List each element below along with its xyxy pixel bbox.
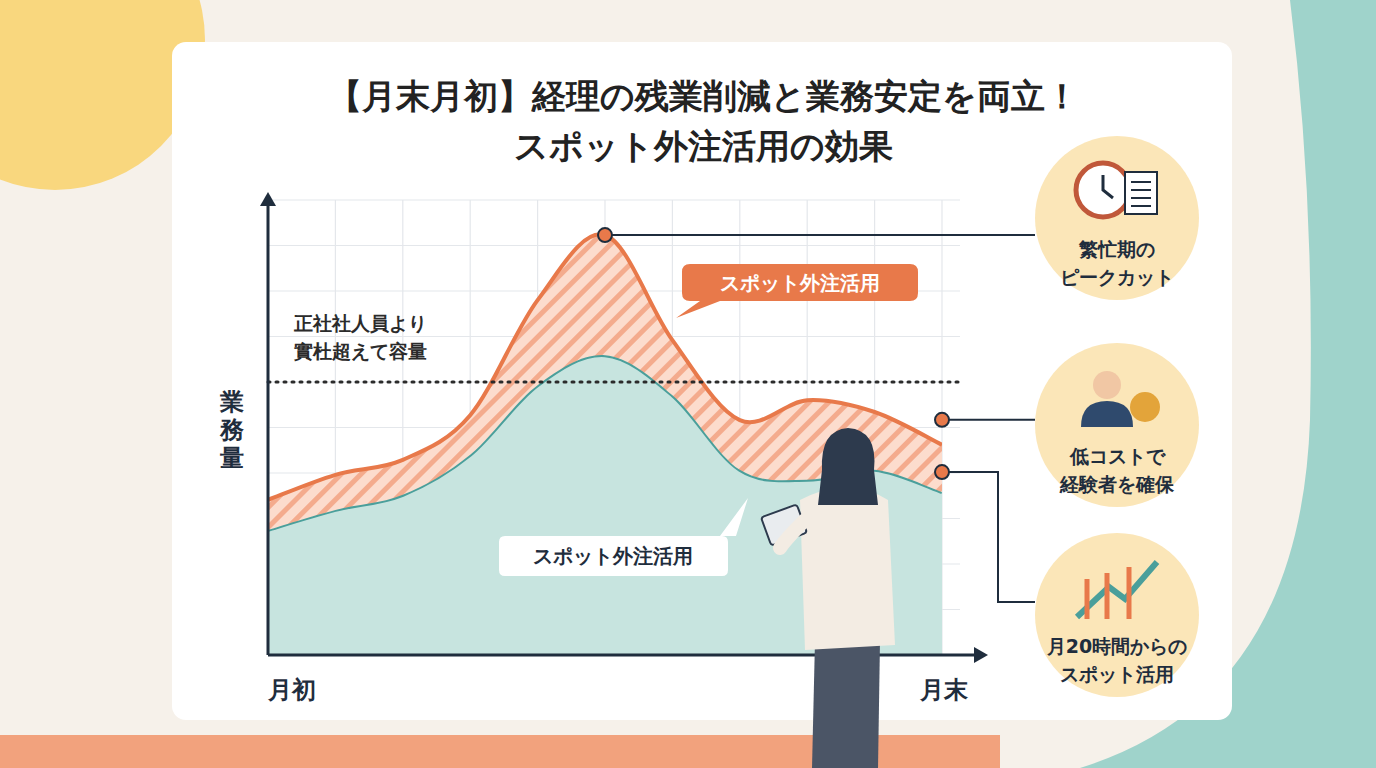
icon-person-head <box>1093 371 1121 399</box>
callout-circle <box>1035 343 1199 507</box>
capacity-line <box>268 381 958 384</box>
capacity-label: 正社社人員より <box>293 312 427 334</box>
callout-circle <box>1035 136 1199 300</box>
icon-doc-line <box>1131 205 1151 207</box>
callout-dot <box>935 413 949 427</box>
grid <box>268 200 960 655</box>
person-figure <box>761 428 895 768</box>
icon-moneybag <box>1130 392 1160 422</box>
canvas: 【月末月初】経理の残業削減と業務安定を両立！ スポット外注活用の効果正社社人員より… <box>0 0 1376 768</box>
icon-person-body <box>1081 401 1133 427</box>
y-axis-title-char: 業 <box>219 388 244 416</box>
leader-line <box>942 472 1035 602</box>
leader-line <box>605 234 1035 236</box>
icon-clock <box>1076 163 1130 217</box>
y-axis-arrow <box>260 192 276 206</box>
series-label-bubble <box>676 264 918 318</box>
callout-text: 月20時間からの <box>1046 635 1187 657</box>
background <box>0 0 1376 768</box>
person-arm <box>780 520 805 548</box>
callout-dot <box>598 228 612 242</box>
icon-doc-line <box>1131 181 1151 183</box>
y-axis-title-char: 務 <box>219 416 244 444</box>
person-legs <box>812 640 880 768</box>
icon-doc-line <box>1131 197 1151 199</box>
person-body <box>800 488 895 651</box>
icon-arrow <box>1127 567 1132 619</box>
callout-text: スポット活用 <box>1060 663 1174 685</box>
callouts: 繁忙期のピークカット低コストで経験者を確保月20時間からのスポット活用 <box>598 136 1199 697</box>
person-hair <box>818 428 878 505</box>
icon-arrow <box>1105 573 1110 619</box>
chart-title: 【月末月初】経理の残業削減と業務安定を両立！ <box>328 76 1079 116</box>
y-axis <box>267 200 270 655</box>
x-axis-arrow <box>974 647 988 663</box>
y-axis-title: 業務量 <box>219 388 244 472</box>
icon-clock-hands <box>1103 175 1113 198</box>
series-label-text: スポット外注活用 <box>533 544 693 568</box>
icon-doc <box>1125 172 1157 214</box>
icon-doc-line <box>1131 189 1151 191</box>
callout-circle <box>1035 533 1199 697</box>
x-tick-label: 月初 <box>267 676 316 704</box>
card <box>172 42 1232 720</box>
plot-area <box>268 234 942 655</box>
callout-text: 低コストで <box>1069 445 1166 467</box>
icon-arrow <box>1085 579 1090 619</box>
callout-dot <box>935 465 949 479</box>
grid-line-y <box>268 199 960 200</box>
leader-line <box>942 419 1035 421</box>
axes: 月初 月末 業務量 <box>219 192 988 704</box>
callout-text: 繁忙期の <box>1078 238 1155 260</box>
series-label-bubble <box>499 498 748 576</box>
callout-text: ピークカット <box>1060 266 1174 288</box>
chart-title: スポット外注活用の効果 <box>514 126 893 166</box>
y-axis-title-char: 量 <box>219 444 244 472</box>
callout-text: 経験者を確保 <box>1059 473 1175 495</box>
series-label-1: スポット外注活用 <box>676 264 918 318</box>
capacity-label: 實杜超えて容量 <box>294 340 427 362</box>
series-label-0: スポット外注活用 <box>499 498 748 576</box>
grid-line-y <box>268 381 960 382</box>
x-tick-label: 月末 <box>919 676 969 704</box>
area-series-0 <box>268 355 942 655</box>
series-label-text: スポット外注活用 <box>720 271 880 295</box>
